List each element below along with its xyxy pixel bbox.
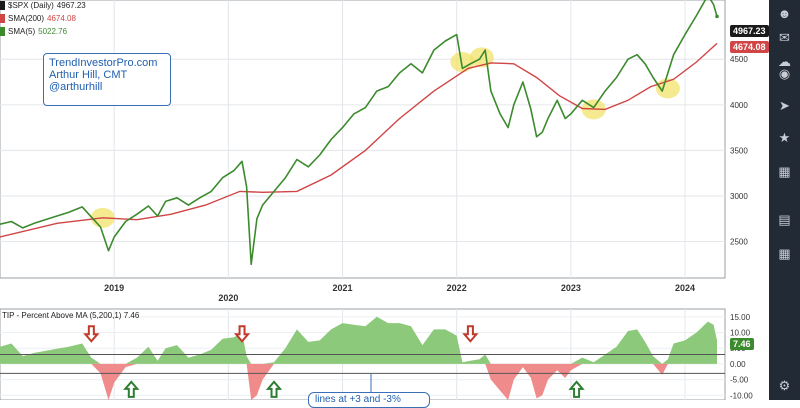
indicator-y-tick-label: 15.00 [730,313,751,322]
price-panel-frame [0,0,726,279]
highlight-circle [469,47,494,68]
price-y-tick-label: 3000 [730,192,748,201]
price-y-tick-label: 4500 [730,55,748,64]
legend-sma5-swatch [0,27,5,37]
indicator-badge: 7.46 [730,338,754,350]
annotation-box: lines at +3 and -3% [308,392,430,408]
indicator-title-value: 7.46 [123,311,140,320]
indicator-title-text: TIP - Percent Above MA (5,200,1) [2,311,122,320]
legend-sma200-value: 4674.08 [47,14,76,23]
date-axis-band [0,279,725,308]
indicator-y-tick-label: 0.00 [730,360,746,369]
up-signal-arrow [123,380,140,398]
down-signal-arrow [462,325,479,343]
legend-price: $SPX (Daily) 4967.23 [0,0,86,11]
date-tick-label: 2024 [675,283,695,293]
highlight-circle [450,51,475,72]
legend-price-swatch [0,1,5,11]
rocket-icon[interactable]: ➤ [779,98,790,113]
legend-sma200-swatch [0,14,5,24]
price-line [0,0,718,266]
sma200-line [0,42,718,238]
up-signal-arrow [568,380,585,398]
watermark-site: TrendInvestorPro.com [49,57,158,69]
indicator-positive-area [0,316,717,364]
date-tick-label: 2022 [447,283,467,293]
calendar-icon[interactable]: ▦ [778,164,791,179]
watermark-box: TrendInvestorPro.com Arthur Hill, CMT @a… [43,53,171,106]
price-y-tick-label: 4000 [730,101,748,110]
legend-sma5-value: 5022.76 [38,27,68,36]
indicator-y-tick-label: -10.00 [730,391,753,400]
user-icon[interactable]: ☻ [777,6,792,21]
sma200-badge: 4674.08 [730,41,769,53]
price-last-point [715,14,719,19]
cloud-icon[interactable]: ☁ [778,54,791,69]
watermark-handle: @arthurhill [49,81,103,93]
legend-price-value: 4967.23 [56,1,86,10]
legend-sma5-label: SMA(5) [8,27,36,36]
down-signal-arrow [83,325,100,343]
up-signal-arrow [265,380,283,398]
grid-icon[interactable]: ▦ [778,246,791,261]
legend-sma5: SMA(5) 5022.76 [0,26,67,37]
document-icon[interactable]: ▤ [778,212,791,227]
price-y-tick-label: 3500 [730,146,748,155]
globe-icon[interactable]: ◉ [778,66,791,81]
price-badge: 4967.23 [730,25,769,37]
trophy-icon[interactable]: ★ [778,130,791,145]
gear-icon[interactable]: ⚙ [778,378,791,393]
indicator-y-tick-label: 10.00 [730,329,751,338]
date-tick-label: 2023 [561,283,581,293]
watermark-author: Arthur Hill, CMT [49,69,128,81]
indicator-y-tick-label: -5.00 [730,376,749,385]
down-signal-arrow [233,325,251,343]
right-toolbar: ☻ ✉ ☁ ◉ ➤ ★ ▦ ▤ ▦ ⚙ [769,0,800,400]
notification-icon[interactable]: ✉ [779,30,790,45]
date-tick-label: 2019 [104,283,124,293]
price-y-tick-label: 2500 [730,238,748,247]
legend-sma200: SMA(200) 4674.08 [0,13,76,24]
indicator-title: TIP - Percent Above MA (5,200,1) 7.46 [2,311,139,320]
legend-price-label: $SPX (Daily) [8,1,54,10]
date-tick-label: 2020 [218,293,238,303]
legend-sma200-label: SMA(200) [8,14,45,23]
date-tick-label: 2021 [333,283,353,293]
